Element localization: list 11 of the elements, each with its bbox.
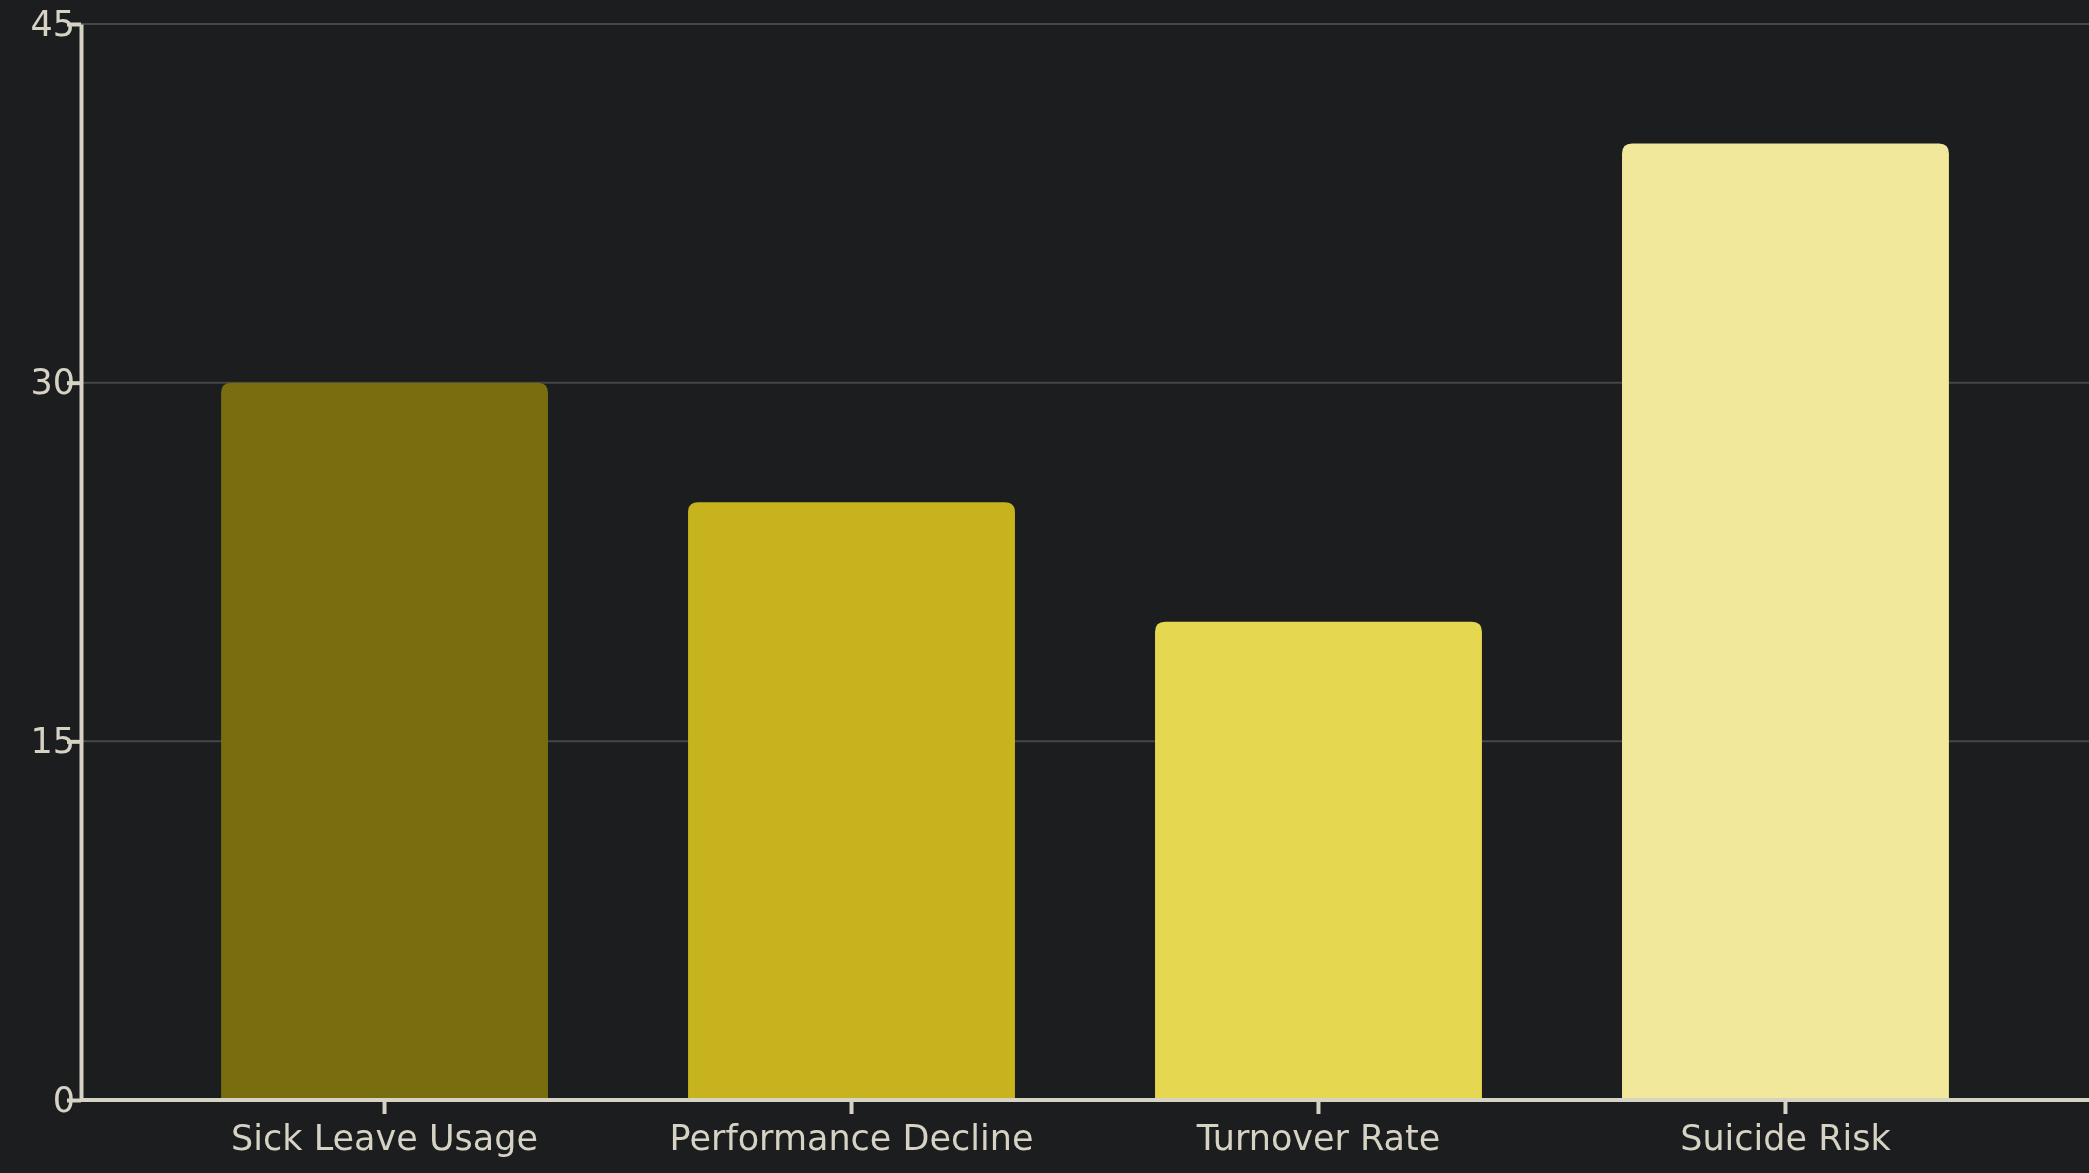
bar (688, 502, 1015, 1100)
x-tick-label: Turnover Rate (1195, 1117, 1441, 1158)
x-tick-label: Performance Decline (669, 1117, 1034, 1158)
bar (221, 382, 548, 1100)
y-tick-label: 30 (30, 362, 75, 403)
bar (1622, 143, 1949, 1100)
bar (1155, 621, 1482, 1100)
y-tick-label: 45 (30, 3, 75, 44)
y-tick-label: 15 (30, 721, 75, 762)
x-tick-label: Suicide Risk (1680, 1117, 1892, 1158)
x-tick-label: Sick Leave Usage (231, 1117, 538, 1158)
